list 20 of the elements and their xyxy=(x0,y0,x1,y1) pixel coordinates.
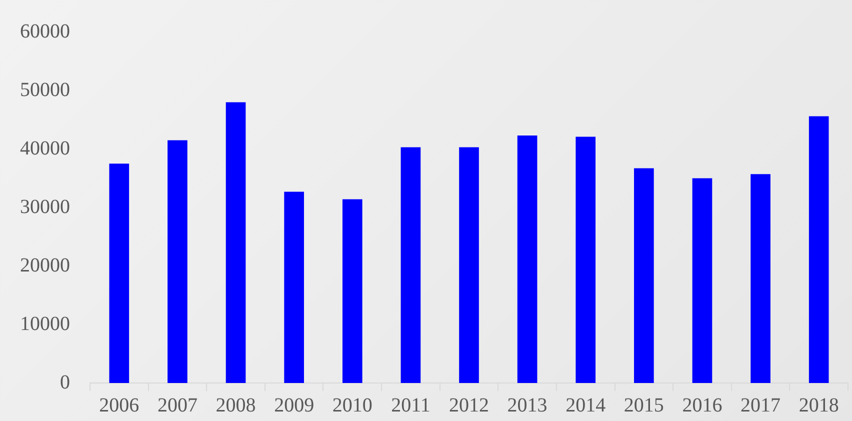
y-tick-label: 20000 xyxy=(20,254,70,276)
x-tick-label: 2017 xyxy=(740,394,781,416)
x-tick-label: 2011 xyxy=(391,394,430,416)
y-tick-label: 50000 xyxy=(20,78,70,101)
x-tick-label: 2006 xyxy=(99,394,140,416)
y-tick-label: 0 xyxy=(60,371,70,394)
x-tick-label: 2014 xyxy=(566,394,606,416)
x-tick-label: 2008 xyxy=(216,394,256,416)
y-tick-label: 40000 xyxy=(20,137,70,160)
x-tick-label: 2018 xyxy=(798,394,839,416)
x-tick-label: 2012 xyxy=(449,394,489,416)
y-tick-label: 30000 xyxy=(20,196,70,218)
y-tick-label: 10000 xyxy=(20,312,70,335)
x-tick-label: 2009 xyxy=(274,394,314,416)
x-tick-label: 2010 xyxy=(332,394,372,416)
y-tick-label: 60000 xyxy=(20,20,70,42)
x-tick-label: 2015 xyxy=(624,394,664,416)
x-tick-label: 2007 xyxy=(157,394,198,416)
x-tick-label: 2016 xyxy=(682,394,722,416)
x-tick-label: 2013 xyxy=(507,394,548,416)
